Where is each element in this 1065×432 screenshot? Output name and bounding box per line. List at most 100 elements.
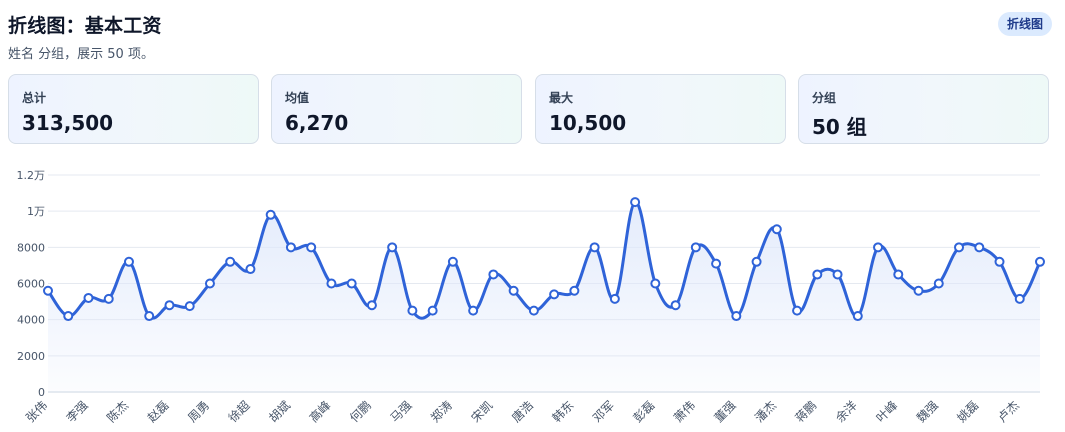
x-tick-label: 胡斌 xyxy=(266,398,293,425)
data-point xyxy=(468,305,479,316)
y-tick-label: 6000 xyxy=(17,278,45,291)
y-tick-label: 8000 xyxy=(17,241,45,254)
data-point xyxy=(123,256,134,267)
data-point xyxy=(204,278,215,289)
data-point xyxy=(771,224,782,235)
y-axis-tick-labels: 0 2000 4000 6000 8000 1万 1.2万 xyxy=(17,169,46,399)
x-tick-label: 李强 xyxy=(63,398,91,426)
data-point xyxy=(690,242,701,253)
data-point xyxy=(1014,293,1025,304)
y-tick-label: 4000 xyxy=(17,314,45,327)
y-tick-label: 1.2万 xyxy=(17,169,46,182)
data-point xyxy=(913,285,924,296)
series-area xyxy=(48,202,1040,392)
stat-label-mean: 均值 xyxy=(285,91,310,105)
data-point xyxy=(83,292,94,303)
y-tick-label: 2000 xyxy=(17,350,45,363)
data-point xyxy=(954,242,965,253)
data-point xyxy=(792,305,803,316)
data-point xyxy=(43,285,53,296)
x-tick-label: 马强 xyxy=(388,398,415,425)
data-point xyxy=(650,278,661,289)
stat-card-total: 总计 313,500 xyxy=(8,74,259,144)
page-title: 折线图：基本工资 xyxy=(8,15,162,37)
stat-label-total: 总计 xyxy=(22,91,47,105)
page-subtitle: 姓名 分组，展示 50 项。 xyxy=(8,47,154,62)
x-tick-label: 叶峰 xyxy=(874,398,901,425)
y-tick-label: 0 xyxy=(38,386,45,399)
x-tick-label: 唐浩 xyxy=(508,398,536,426)
stat-label-max: 最大 xyxy=(549,91,574,105)
x-tick-label: 蒋鹏 xyxy=(793,398,820,425)
data-point xyxy=(326,278,337,289)
data-point xyxy=(103,293,114,304)
data-point xyxy=(488,269,499,280)
stat-value-mean: 6,270 xyxy=(285,111,349,135)
data-points xyxy=(43,197,1045,322)
data-point xyxy=(852,311,863,322)
data-point xyxy=(407,305,418,316)
data-point xyxy=(346,278,357,289)
data-point xyxy=(893,269,904,280)
x-axis-tick-labels: 张伟 李强 陈杰 赵磊 周勇 徐超 胡斌 高峰 何鹏 马强 郑涛 宋凯 唐浩 韩东 邓军 彭磊 萧伟 董强 潘杰 蒋鹏… xyxy=(23,398,1022,426)
x-tick-label: 张伟 xyxy=(23,398,50,425)
line-chart: 0 2000 4000 6000 8000 1万 1.2万 张伟 李强 陈杰 赵磊 周勇 徐超 胡斌 高峰… xyxy=(17,169,1045,426)
data-point xyxy=(427,305,438,316)
data-point xyxy=(731,311,742,322)
x-tick-label: 徐超 xyxy=(225,398,253,426)
data-point xyxy=(873,242,884,253)
data-point xyxy=(630,197,641,208)
stats-row: 总计 313,500 均值 6,270 最大 10,500 分组 50 组 xyxy=(8,74,1052,146)
stat-value-max: 10,500 xyxy=(549,111,627,135)
data-point xyxy=(933,278,944,289)
data-point xyxy=(569,285,580,296)
data-point xyxy=(1035,256,1045,267)
stat-value-groups: 50 组 xyxy=(812,115,867,139)
x-tick-label: 潘杰 xyxy=(752,398,779,425)
x-tick-label: 董强 xyxy=(712,398,739,425)
data-point xyxy=(974,242,985,253)
data-point xyxy=(994,256,1005,267)
data-point xyxy=(832,269,843,280)
data-point xyxy=(528,305,539,316)
stat-label-groups: 分组 xyxy=(812,91,837,105)
y-tick-label: 1万 xyxy=(27,205,45,218)
data-point xyxy=(508,285,519,296)
chart-type-badge: 折线图 xyxy=(997,12,1052,36)
data-point xyxy=(609,293,620,304)
data-point xyxy=(711,258,722,269)
stat-card-mean: 均值 6,270 xyxy=(271,74,522,144)
data-point xyxy=(245,264,256,275)
data-point xyxy=(812,269,823,280)
x-tick-label: 何鹏 xyxy=(347,398,374,425)
x-tick-label: 萧伟 xyxy=(671,398,698,425)
stat-value-total: 313,500 xyxy=(22,111,114,135)
data-point xyxy=(265,209,276,220)
x-tick-label: 余洋 xyxy=(832,398,860,426)
x-tick-label: 彭磊 xyxy=(631,398,658,425)
x-tick-label: 卢杰 xyxy=(994,398,1022,426)
data-point xyxy=(306,242,317,253)
data-point xyxy=(366,300,377,311)
stat-card-groups: 分组 50 组 xyxy=(798,74,1049,144)
x-tick-label: 姚磊 xyxy=(955,398,982,425)
x-tick-label: 周勇 xyxy=(185,398,212,425)
data-point xyxy=(549,289,560,300)
x-tick-label: 宋凯 xyxy=(468,398,496,426)
data-point xyxy=(387,242,398,253)
x-tick-label: 魏强 xyxy=(913,398,941,426)
data-point xyxy=(164,300,175,311)
data-point xyxy=(225,256,236,267)
x-tick-label: 赵磊 xyxy=(145,398,172,425)
data-point xyxy=(184,301,195,312)
data-point xyxy=(63,311,74,322)
x-tick-label: 陈杰 xyxy=(104,398,132,426)
data-point xyxy=(589,242,600,253)
data-point xyxy=(670,300,681,311)
x-tick-label: 郑涛 xyxy=(427,398,455,426)
data-point xyxy=(285,242,296,253)
data-point xyxy=(751,256,762,267)
x-tick-label: 高峰 xyxy=(306,398,334,426)
x-tick-label: 韩东 xyxy=(549,398,577,426)
